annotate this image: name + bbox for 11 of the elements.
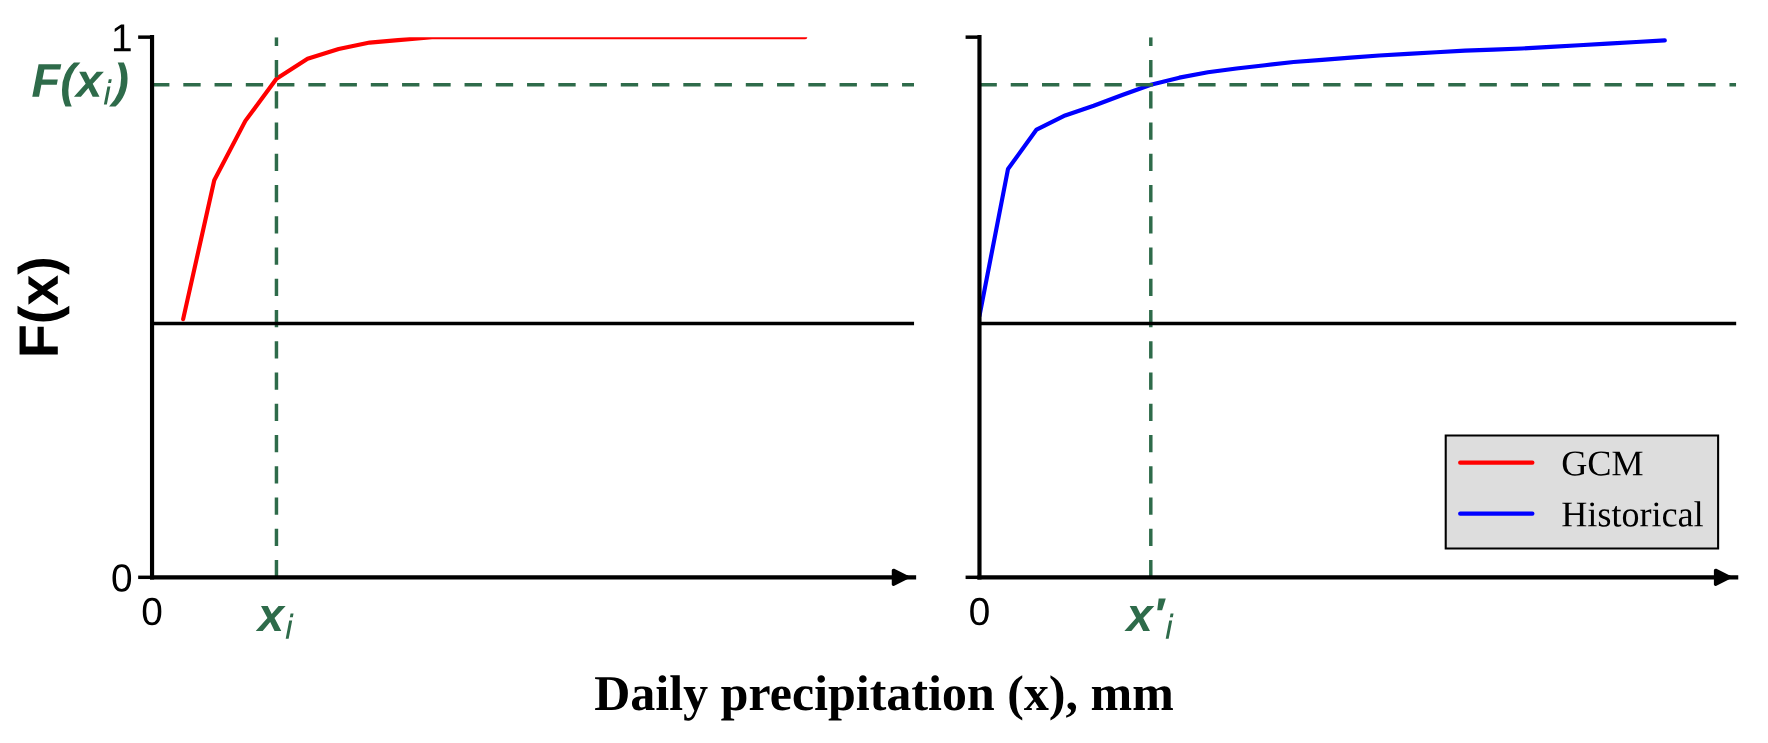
y-tick-label: 1 (113, 24, 131, 52)
x-tick-label: x$_{i}$ (255, 605, 294, 639)
x-tick-label: x′$_{i}$ (1124, 598, 1174, 639)
x-axis-title: Daily precipitation (x), mm (595, 675, 1173, 721)
ref-line-label: F(x$_{i}$) (32, 62, 128, 107)
line-series (181, 37, 808, 322)
x-tick-label: 0 (142, 597, 162, 626)
y-axis-title: F(x) (17, 259, 70, 355)
legend-label: GCM (1562, 451, 1643, 476)
x-tick-label: 0 (970, 597, 989, 626)
legend-label: Historical (1562, 501, 1703, 527)
